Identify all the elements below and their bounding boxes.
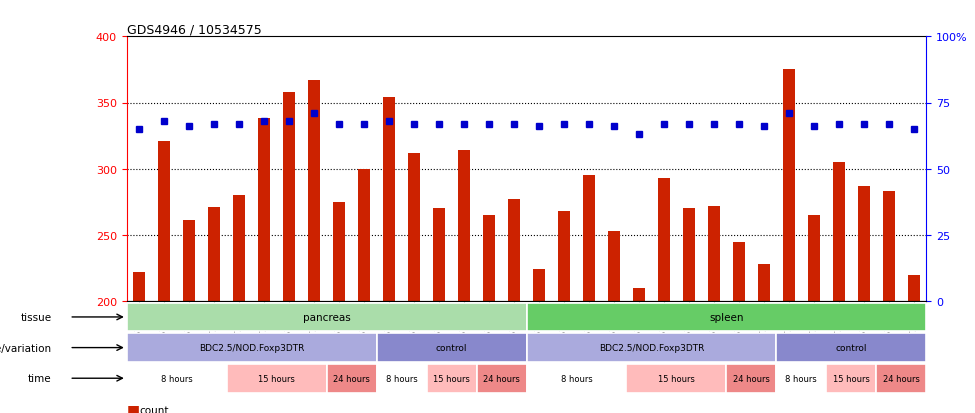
Bar (332, 202, 345, 301)
Bar (127, 303, 526, 332)
Bar (308, 81, 321, 301)
Bar (283, 93, 295, 301)
Bar (583, 176, 595, 301)
Text: BDC2.5/NOD.Foxp3DTR: BDC2.5/NOD.Foxp3DTR (199, 343, 304, 352)
Bar (526, 303, 926, 332)
Bar (633, 288, 645, 301)
Text: ■: ■ (127, 403, 139, 413)
Text: control: control (836, 343, 867, 352)
Bar (877, 364, 926, 393)
Text: genotype/variation: genotype/variation (0, 343, 52, 353)
Bar (526, 333, 776, 362)
Text: tissue: tissue (20, 312, 52, 322)
Text: 8 hours: 8 hours (386, 374, 417, 383)
Text: 15 hours: 15 hours (258, 374, 295, 383)
Text: BDC2.5/NOD.Foxp3DTR: BDC2.5/NOD.Foxp3DTR (599, 343, 704, 352)
Bar (158, 142, 171, 301)
Text: spleen: spleen (709, 312, 744, 322)
Bar (208, 208, 220, 301)
Bar (427, 364, 477, 393)
Bar (358, 169, 370, 301)
Bar (133, 273, 145, 301)
Bar (433, 209, 446, 301)
Bar (258, 119, 270, 301)
Bar (776, 333, 926, 362)
Text: 15 hours: 15 hours (433, 374, 470, 383)
Bar (532, 270, 545, 301)
Bar (327, 364, 376, 393)
Text: 8 hours: 8 hours (161, 374, 193, 383)
Bar (708, 206, 721, 301)
Bar (383, 98, 395, 301)
Bar (607, 231, 620, 301)
Bar (858, 187, 870, 301)
Bar (682, 209, 695, 301)
Text: 24 hours: 24 hours (733, 374, 770, 383)
Bar (127, 364, 226, 393)
Text: 15 hours: 15 hours (833, 374, 870, 383)
Bar (726, 364, 776, 393)
Bar (458, 151, 470, 301)
Bar (408, 154, 420, 301)
Text: pancreas: pancreas (303, 312, 350, 322)
Bar (233, 196, 246, 301)
Bar (776, 364, 827, 393)
Bar (558, 211, 570, 301)
Bar (226, 364, 327, 393)
Text: time: time (28, 373, 52, 383)
Text: control: control (436, 343, 467, 352)
Bar (908, 275, 920, 301)
Bar (833, 163, 845, 301)
Bar (807, 216, 820, 301)
Bar (626, 364, 726, 393)
Bar (827, 364, 877, 393)
Text: 24 hours: 24 hours (882, 374, 919, 383)
Text: 24 hours: 24 hours (333, 374, 370, 383)
Text: GDS4946 / 10534575: GDS4946 / 10534575 (127, 23, 261, 36)
Text: 8 hours: 8 hours (561, 374, 593, 383)
Bar (758, 264, 770, 301)
Bar (127, 333, 376, 362)
Bar (732, 242, 745, 301)
Bar (483, 216, 495, 301)
Bar (658, 178, 670, 301)
Bar (183, 221, 195, 301)
Text: 8 hours: 8 hours (786, 374, 817, 383)
Bar (783, 70, 795, 301)
Bar (477, 364, 526, 393)
Bar (508, 200, 521, 301)
Bar (376, 333, 526, 362)
Bar (882, 192, 895, 301)
Bar (376, 364, 427, 393)
Text: 15 hours: 15 hours (658, 374, 695, 383)
Text: count: count (138, 405, 169, 413)
Bar (526, 364, 626, 393)
Text: 24 hours: 24 hours (483, 374, 520, 383)
